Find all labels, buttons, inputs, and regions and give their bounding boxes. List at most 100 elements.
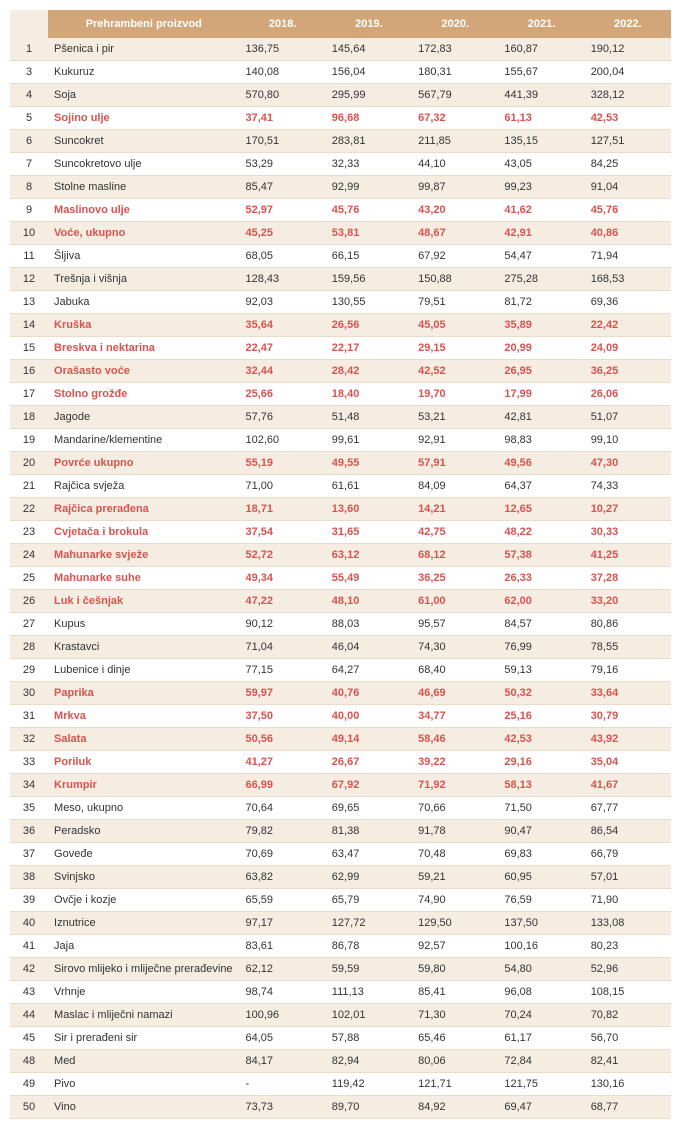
value-cell: 71,94: [585, 245, 671, 268]
table-body: 1Pšenica i pir136,75145,64172,83160,8719…: [10, 38, 671, 1119]
product-name: Rajčica prerađena: [48, 498, 239, 521]
value-cell: 71,30: [412, 1004, 498, 1027]
table-row: 43Vrhnje98,74111,1385,4196,08108,15: [10, 981, 671, 1004]
col-2020: 2020.: [412, 10, 498, 38]
value-cell: 24,09: [585, 337, 671, 360]
value-cell: 57,01: [585, 866, 671, 889]
value-cell: 36,25: [585, 360, 671, 383]
value-cell: 67,77: [585, 797, 671, 820]
value-cell: 59,59: [326, 958, 412, 981]
table-header: Prehrambeni proizvod 2018. 2019. 2020. 2…: [10, 10, 671, 38]
value-cell: 41,27: [240, 751, 326, 774]
value-cell: 40,76: [326, 682, 412, 705]
row-index: 12: [10, 268, 48, 291]
table-row: 21Rajčica svježa71,0061,6184,0964,3774,3…: [10, 475, 671, 498]
value-cell: 45,25: [240, 222, 326, 245]
value-cell: 211,85: [412, 130, 498, 153]
value-cell: 59,21: [412, 866, 498, 889]
value-cell: 47,22: [240, 590, 326, 613]
value-cell: 99,87: [412, 176, 498, 199]
table-row: 15Breskva i nektarina22,4722,1729,1520,9…: [10, 337, 671, 360]
col-2019: 2019.: [326, 10, 412, 38]
value-cell: 47,30: [585, 452, 671, 475]
value-cell: 68,12: [412, 544, 498, 567]
product-name: Sojino ulje: [48, 107, 239, 130]
table-row: 24Mahunarke svježe52,7263,1268,1257,3841…: [10, 544, 671, 567]
value-cell: 63,12: [326, 544, 412, 567]
value-cell: 63,47: [326, 843, 412, 866]
value-cell: 35,04: [585, 751, 671, 774]
row-index: 1: [10, 38, 48, 61]
product-name: Vrhnje: [48, 981, 239, 1004]
value-cell: 54,80: [498, 958, 584, 981]
row-index: 40: [10, 912, 48, 935]
value-cell: 14,21: [412, 498, 498, 521]
row-index: 22: [10, 498, 48, 521]
value-cell: 283,81: [326, 130, 412, 153]
value-cell: 74,30: [412, 636, 498, 659]
value-cell: 18,71: [240, 498, 326, 521]
product-name: Jaja: [48, 935, 239, 958]
product-name: Med: [48, 1050, 239, 1073]
row-index: 48: [10, 1050, 48, 1073]
value-cell: 84,92: [412, 1096, 498, 1119]
value-cell: 70,48: [412, 843, 498, 866]
row-index: 6: [10, 130, 48, 153]
row-index: 15: [10, 337, 48, 360]
value-cell: 129,50: [412, 912, 498, 935]
table-row: 32Salata50,5649,1458,4642,5343,92: [10, 728, 671, 751]
value-cell: 57,76: [240, 406, 326, 429]
row-index: 37: [10, 843, 48, 866]
value-cell: 53,29: [240, 153, 326, 176]
product-name: Svinjsko: [48, 866, 239, 889]
row-index: 32: [10, 728, 48, 751]
value-cell: 100,16: [498, 935, 584, 958]
table-row: 11Šljiva68,0566,1567,9254,4771,94: [10, 245, 671, 268]
value-cell: 45,05: [412, 314, 498, 337]
value-cell: 52,97: [240, 199, 326, 222]
value-cell: 33,64: [585, 682, 671, 705]
value-cell: 71,04: [240, 636, 326, 659]
value-cell: 50,56: [240, 728, 326, 751]
value-cell: 39,22: [412, 751, 498, 774]
value-cell: 30,79: [585, 705, 671, 728]
product-name: Voće, ukupno: [48, 222, 239, 245]
table-row: 6Suncokret170,51283,81211,85135,15127,51: [10, 130, 671, 153]
value-cell: 53,81: [326, 222, 412, 245]
row-index: 26: [10, 590, 48, 613]
value-cell: 17,99: [498, 383, 584, 406]
value-cell: 62,00: [498, 590, 584, 613]
row-index: 28: [10, 636, 48, 659]
value-cell: 48,22: [498, 521, 584, 544]
value-cell: 91,04: [585, 176, 671, 199]
value-cell: 71,00: [240, 475, 326, 498]
value-cell: 92,99: [326, 176, 412, 199]
value-cell: 71,92: [412, 774, 498, 797]
product-name: Kupus: [48, 613, 239, 636]
product-name: Peradsko: [48, 820, 239, 843]
value-cell: 31,65: [326, 521, 412, 544]
value-cell: 70,69: [240, 843, 326, 866]
value-cell: 58,46: [412, 728, 498, 751]
value-cell: 80,23: [585, 935, 671, 958]
value-cell: 13,60: [326, 498, 412, 521]
value-cell: 160,87: [498, 38, 584, 61]
value-cell: 86,78: [326, 935, 412, 958]
table-row: 23Cvjetača i brokula37,5431,6542,7548,22…: [10, 521, 671, 544]
value-cell: 82,41: [585, 1050, 671, 1073]
value-cell: 64,05: [240, 1027, 326, 1050]
value-cell: 66,15: [326, 245, 412, 268]
table-row: 25Mahunarke suhe49,3455,4936,2526,3337,2…: [10, 567, 671, 590]
value-cell: 128,43: [240, 268, 326, 291]
value-cell: 41,62: [498, 199, 584, 222]
product-name: Trešnja i višnja: [48, 268, 239, 291]
value-cell: 36,25: [412, 567, 498, 590]
value-cell: 71,90: [585, 889, 671, 912]
value-cell: 32,44: [240, 360, 326, 383]
value-cell: 73,73: [240, 1096, 326, 1119]
table-row: 1Pšenica i pir136,75145,64172,83160,8719…: [10, 38, 671, 61]
value-cell: 137,50: [498, 912, 584, 935]
value-cell: 43,20: [412, 199, 498, 222]
value-cell: 79,82: [240, 820, 326, 843]
product-name: Lubenice i dinje: [48, 659, 239, 682]
